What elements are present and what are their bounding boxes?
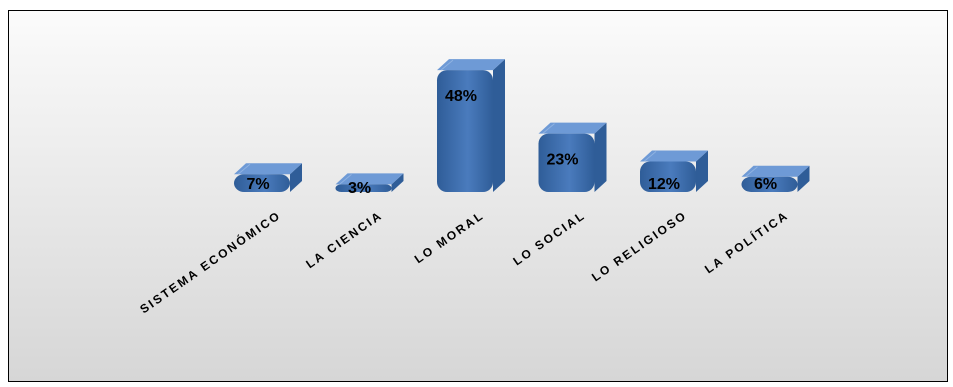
bar-top-face bbox=[234, 163, 302, 175]
bar-lo-religioso bbox=[640, 150, 708, 192]
bars-layer bbox=[234, 59, 810, 192]
bar-top-face bbox=[335, 173, 404, 185]
bar-side-face bbox=[290, 163, 302, 192]
bar-side-face bbox=[493, 59, 505, 192]
bar-front-face bbox=[437, 70, 493, 192]
bar-highlight bbox=[237, 163, 251, 175]
bar-side-face bbox=[391, 173, 404, 192]
data-label: 3% bbox=[348, 180, 371, 197]
bar-side-face bbox=[594, 122, 607, 192]
bar-front-face bbox=[741, 176, 798, 192]
bar-front-face bbox=[234, 174, 290, 192]
data-label: 48% bbox=[445, 88, 477, 105]
bar-side-face bbox=[696, 150, 708, 192]
data-label: 7% bbox=[246, 176, 269, 193]
bar-la-ciencia bbox=[335, 173, 404, 192]
bar-front-face bbox=[538, 133, 595, 192]
bar-highlight bbox=[440, 59, 454, 71]
bar-top-face bbox=[741, 165, 810, 177]
bar-chart: 7% 3%48%23%12% 6% SISTEMA ECONÓMICO LA CIEN… bbox=[9, 11, 947, 381]
bar-front-face bbox=[640, 161, 696, 192]
data-label: 23% bbox=[546, 152, 578, 169]
bar-highlight bbox=[745, 166, 758, 178]
bar-sistema-economico bbox=[234, 163, 302, 192]
bar-side-face bbox=[797, 165, 810, 192]
bar-top-face bbox=[437, 59, 505, 71]
bar-top-face bbox=[538, 122, 607, 134]
bar-la-politica bbox=[741, 165, 810, 192]
bar-highlight bbox=[643, 151, 657, 162]
data-label: 12% bbox=[648, 176, 680, 193]
bar-front-face bbox=[335, 184, 392, 192]
data-label: 6% bbox=[754, 176, 777, 193]
bar-top-face bbox=[640, 150, 708, 162]
bar-lo-moral bbox=[437, 59, 505, 192]
chart-area: 7% 3% 48% 23% 12% 6% SISTEMA ECONÓMICO LA CIEN… bbox=[8, 10, 948, 382]
bar-highlight bbox=[542, 123, 555, 134]
data-labels-layer: 7% 3% 48% 23% 12% 6% bbox=[246, 88, 777, 197]
bar-highlight bbox=[339, 173, 352, 185]
bar-lo-social bbox=[538, 122, 607, 192]
